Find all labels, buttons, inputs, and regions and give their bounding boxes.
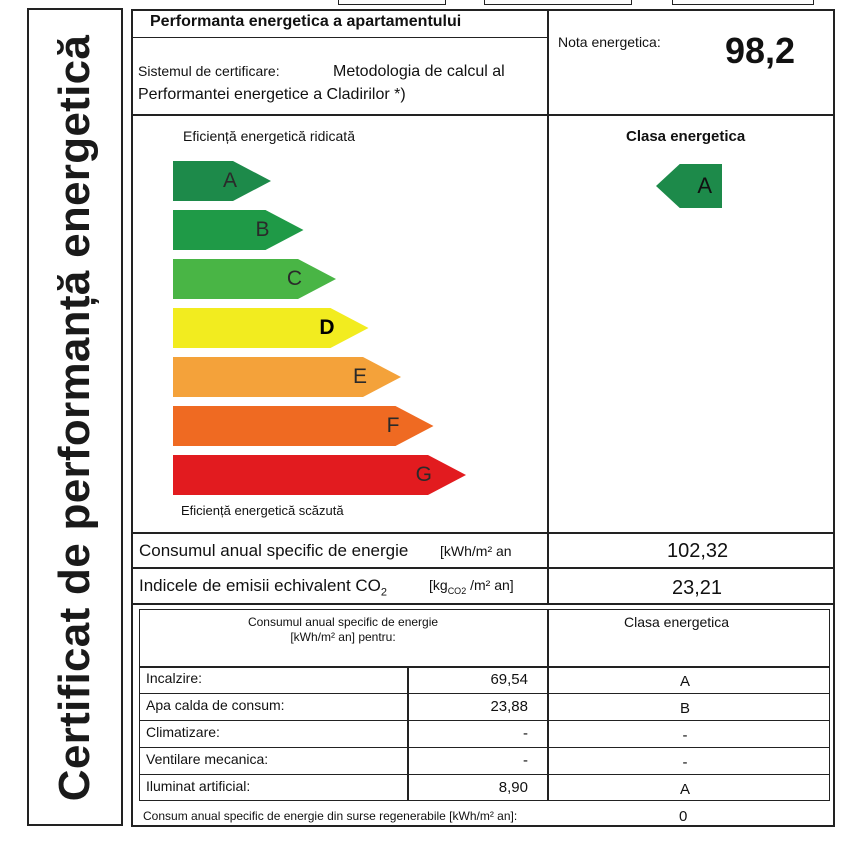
breakdown-row-label: Apa calda de consum: xyxy=(146,697,285,713)
grade-label: Nota energetica: xyxy=(558,34,661,50)
emissions-value: 23,21 xyxy=(672,577,723,599)
side-title: Certificat de performanță energetică xyxy=(50,34,99,802)
energy-class-letter: D xyxy=(319,316,335,339)
energy-class-letter: E xyxy=(352,365,367,388)
divider xyxy=(547,9,549,605)
energy-class-e-arrow: E xyxy=(173,357,401,397)
top-fragment xyxy=(338,0,446,5)
consumption-unit: [kWh/m² an xyxy=(440,543,512,559)
breakdown-row-value: - xyxy=(523,725,528,742)
divider xyxy=(139,720,830,721)
divider xyxy=(407,666,409,801)
renewable-value: 0 xyxy=(679,808,688,825)
breakdown-row-class: B xyxy=(679,700,690,717)
breakdown-class-header: Clasa energetica xyxy=(624,614,730,630)
divider xyxy=(131,532,835,534)
breakdown-row-value: 23,88 xyxy=(490,698,528,715)
emissions-label-subscript: 2 xyxy=(380,586,388,599)
breakdown-row-value: 8,90 xyxy=(498,779,528,796)
emissions-unit-a: [kg xyxy=(429,577,448,593)
breakdown-header: Consumul anual specific de energie [kWh/… xyxy=(139,615,547,645)
energy-class-f-arrow: F xyxy=(173,406,434,446)
divider xyxy=(139,693,830,694)
system-value-line1: Metodologia de calcul al xyxy=(333,63,505,80)
breakdown-row-value: - xyxy=(523,752,528,769)
breakdown-row-class: A xyxy=(679,673,690,690)
certificate-table xyxy=(131,9,835,827)
divider xyxy=(131,603,835,605)
breakdown-row-class: - xyxy=(682,754,688,771)
system-value-line2: Performantei energetice a Cladirilor *) xyxy=(138,86,406,103)
emissions-label: Indicele de emisii echivalent CO2 xyxy=(139,576,387,598)
breakdown-row-class: A xyxy=(679,781,690,798)
emissions-unit: [kgCO2 /m² an] xyxy=(429,577,514,596)
energy-class-c-arrow: C xyxy=(173,259,336,299)
divider xyxy=(139,774,830,775)
breakdown-row-label: Iluminat artificial: xyxy=(146,778,251,794)
divider xyxy=(547,609,549,801)
breakdown-row-class: - xyxy=(682,727,688,744)
breakdown-row-label: Incalzire: xyxy=(146,670,203,686)
scale-bottom-label: Eficiență energetică scăzută xyxy=(181,503,344,518)
emissions-unit-subscript: CO2 xyxy=(447,585,467,596)
system-label: Sistemul de certificare: xyxy=(138,63,280,79)
energy-class-g-arrow: G xyxy=(173,455,466,495)
class-panel-title: Clasa energetica xyxy=(626,128,746,145)
top-fragment xyxy=(484,0,632,5)
top-fragment xyxy=(672,0,814,5)
energy-class-letter: B xyxy=(255,218,270,241)
consumption-value: 102,32 xyxy=(667,540,729,562)
emissions-unit-b: /m² an] xyxy=(470,577,514,593)
emissions-label-text: Indicele de emisii echivalent CO xyxy=(139,576,381,595)
energy-class-letter: A xyxy=(222,169,237,192)
divider xyxy=(131,567,835,569)
side-title-frame xyxy=(27,8,123,826)
divider xyxy=(139,666,830,668)
breakdown-row-label: Climatizare: xyxy=(146,724,220,740)
class-indicator-letter: A xyxy=(697,173,712,198)
breakdown-table xyxy=(139,609,830,801)
divider xyxy=(131,114,835,116)
breakdown-row-label: Ventilare mecanica: xyxy=(146,751,269,767)
renewable-label: Consum anual specific de energie din sur… xyxy=(143,809,518,823)
divider xyxy=(131,37,547,38)
energy-class-letter: G xyxy=(415,463,432,486)
energy-class-letter: C xyxy=(286,267,302,290)
header-title: Performanta energetica a apartamentului xyxy=(150,13,462,30)
energy-class-letter: F xyxy=(386,414,400,437)
breakdown-header-line1: Consumul anual specific de energie xyxy=(247,615,439,629)
divider xyxy=(139,747,830,748)
breakdown-row-value: 69,54 xyxy=(490,671,528,688)
grade-value: 98,2 xyxy=(725,30,796,71)
consumption-label: Consumul anual specific de energie xyxy=(139,541,409,560)
breakdown-header-line2: [kWh/m² an] pentru: xyxy=(290,630,396,644)
scale-top-label: Eficiență energetică ridicată xyxy=(183,128,355,144)
energy-class-d-arrow: D xyxy=(173,308,369,348)
